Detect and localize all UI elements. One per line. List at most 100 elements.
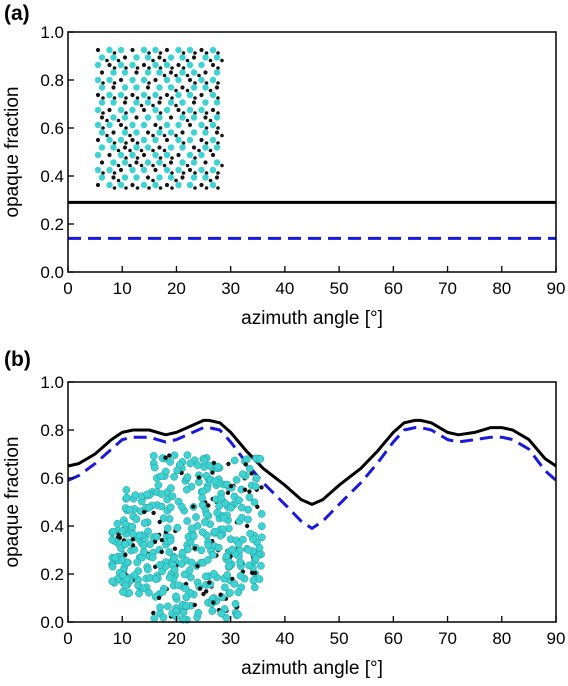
atom-icon: [208, 178, 213, 183]
panel-label-a: (a): [4, 2, 30, 25]
atom-icon: [179, 144, 186, 151]
atom-icon: [198, 487, 207, 496]
atom-icon: [185, 118, 190, 123]
atom-icon: [181, 171, 186, 175]
atom-icon: [124, 156, 128, 160]
atom-icon: [210, 152, 216, 158]
atom-icon: [151, 510, 156, 516]
atom-icon: [140, 181, 148, 189]
atom-icon: [142, 509, 147, 515]
atom-icon: [185, 163, 190, 168]
atom-icon: [129, 106, 136, 114]
series-group-b: [67, 418, 557, 530]
x-tick-label: 20: [167, 279, 186, 298]
atom-icon: [217, 609, 226, 618]
atom-icon: [173, 523, 182, 532]
atom-icon: [135, 141, 140, 145]
atom-icon: [257, 510, 266, 518]
x-axis-title-b: azimuth angle [°]: [241, 658, 383, 679]
atom-icon: [209, 569, 218, 578]
x-tick-label: 0: [63, 629, 72, 648]
atom-icon: [117, 106, 125, 114]
y-tick-label: 0.2: [40, 215, 64, 234]
atom-icon: [128, 148, 132, 153]
atom-icon: [105, 133, 109, 138]
atom-icon: [117, 136, 125, 144]
atom-icon: [101, 96, 105, 100]
atom-icon: [122, 493, 131, 502]
atom-icon: [189, 532, 198, 541]
x-tick-label: 70: [438, 279, 457, 298]
atom-icon: [222, 552, 231, 561]
atom-icon: [214, 130, 220, 135]
atom-icon: [161, 467, 170, 476]
atom-icon: [198, 61, 205, 69]
atom-icon: [187, 122, 193, 128]
atom-icon: [256, 454, 265, 463]
atom-icon: [159, 613, 168, 622]
atom-icon: [130, 571, 139, 580]
atom-icon: [158, 51, 163, 55]
atom-icon: [202, 144, 209, 151]
atom-icon: [234, 588, 243, 597]
atom-icon: [179, 99, 186, 106]
x-tick-label: 70: [438, 629, 457, 648]
atom-icon: [193, 186, 197, 190]
atom-icon: [152, 181, 159, 189]
series-group-a: [68, 200, 556, 240]
atom-icon: [167, 174, 175, 181]
atom-icon: [255, 543, 264, 552]
atom-icon: [191, 100, 197, 105]
atom-icon: [180, 130, 185, 135]
atom-icon: [110, 99, 117, 106]
x-tick-label: 20: [167, 629, 186, 648]
atom-icon: [140, 76, 148, 84]
atom-icon: [135, 156, 140, 160]
atom-icon: [209, 550, 217, 559]
atom-icon: [164, 182, 170, 188]
atom-icon: [242, 487, 248, 492]
atom-icon: [181, 51, 186, 55]
atom-icon: [98, 54, 106, 61]
atom-icon: [140, 46, 148, 54]
ticks-b: 0 10 20 30 40 50 60 70 80 90 0.0 0.2 0.4 0.6 0.8 1.0: [40, 373, 565, 648]
atom-icon: [94, 151, 102, 159]
atom-icon: [218, 592, 223, 597]
atom-icon: [204, 171, 209, 175]
y-tick-label: 0.4: [40, 167, 64, 186]
atom-icon: [121, 84, 129, 91]
atom-icon: [186, 106, 194, 114]
x-tick-label: 30: [221, 629, 240, 648]
atom-icon: [168, 115, 174, 120]
atom-icon: [152, 151, 159, 159]
atom-icon: [242, 455, 251, 464]
atom-icon: [208, 88, 213, 93]
atom-icon: [156, 84, 163, 91]
atom-icon: [122, 486, 131, 494]
atom-icon: [150, 463, 159, 472]
atom-icon: [228, 545, 237, 554]
atom-icon: [135, 66, 140, 70]
x-tick-label: 10: [113, 279, 132, 298]
atom-icon: [143, 490, 152, 499]
atom-icon: [144, 144, 152, 151]
atom-icon: [190, 174, 198, 181]
atom-icon: [199, 47, 204, 53]
atom-icon: [95, 182, 101, 188]
ticks-a: 0 10 20 30 40 50 60 70 80 90 0.0 0.2 0.4 0.6 0.8 1.0: [40, 23, 565, 298]
atom-icon: [140, 166, 148, 174]
atom-icon: [95, 137, 101, 143]
atom-icon: [115, 534, 121, 540]
atom-icon: [213, 144, 221, 151]
atom-icon: [203, 70, 208, 75]
atom-icon: [98, 84, 106, 91]
atom-icon: [185, 88, 190, 93]
y-tick-label: 1.0: [40, 373, 64, 392]
atom-icon: [255, 575, 264, 583]
y-axis-title-b: opaque fraction: [2, 437, 23, 568]
atom-icon: [128, 530, 137, 539]
atom-icon: [182, 593, 191, 602]
atom-icon: [186, 91, 194, 99]
atom-icon: [175, 121, 182, 129]
atom-icon: [226, 588, 234, 597]
